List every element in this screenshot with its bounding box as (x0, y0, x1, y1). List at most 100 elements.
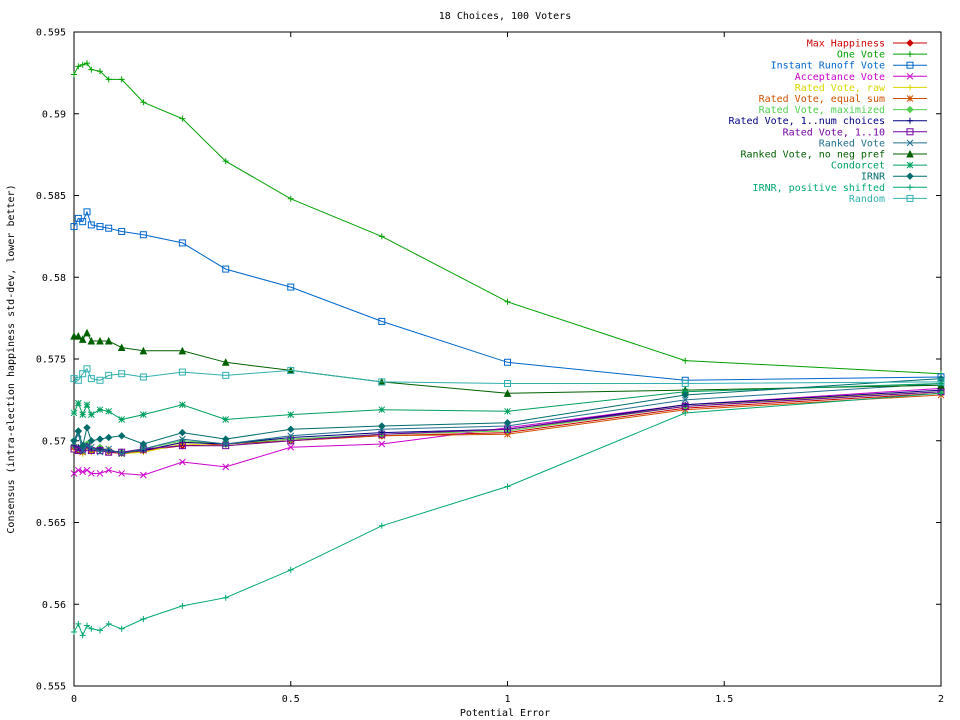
data-point (83, 442, 91, 450)
legend-entry: Rated Vote, raw (795, 83, 927, 94)
legend-marker (906, 128, 914, 136)
data-point (140, 445, 147, 453)
data-point (378, 378, 386, 386)
legend-label: Random (849, 194, 885, 205)
data-point (178, 239, 186, 247)
data-point (83, 401, 91, 409)
data-point (222, 440, 230, 448)
data-point (287, 411, 295, 418)
legend-entry: IRNR, positive shifted (753, 183, 927, 194)
data-point (681, 396, 689, 404)
series-line (73, 392, 942, 637)
legend-marker (907, 84, 913, 91)
legend-label: IRNR (861, 172, 886, 183)
data-point (681, 391, 689, 399)
data-point (287, 425, 295, 434)
legend-entry: Acceptance Vote (795, 72, 927, 83)
data-point (83, 365, 91, 373)
legend-marker (906, 149, 914, 158)
data-point (79, 370, 87, 378)
x-axis: 0 0.5 1 1.5 2 (71, 32, 944, 705)
legend-entry: IRNR (861, 172, 927, 183)
y-tick-label: 0.57 (42, 436, 66, 447)
data-point (96, 406, 104, 414)
data-point (104, 433, 113, 442)
legend-entry: Condorcet (831, 161, 927, 172)
data-point (79, 218, 87, 226)
data-point (222, 158, 229, 165)
legend-label: Instant Runoff Vote (771, 61, 885, 72)
data-point (681, 380, 689, 388)
data-point (96, 376, 104, 384)
data-point (140, 99, 147, 106)
data-point (937, 378, 945, 386)
data-point (71, 629, 77, 636)
data-point (222, 463, 230, 471)
data-point (287, 566, 294, 573)
data-point (87, 437, 96, 445)
data-point (88, 625, 95, 632)
series-2 (70, 208, 945, 384)
x-tick-label: 0 (71, 694, 77, 705)
data-point (87, 221, 95, 229)
data-point (87, 375, 95, 383)
data-point (96, 448, 104, 456)
legend-label: Condorcet (831, 161, 885, 172)
data-point (504, 358, 511, 366)
data-point (74, 427, 83, 435)
data-point (70, 409, 78, 417)
data-point (96, 470, 104, 477)
legend-marker (907, 51, 913, 58)
data-point (682, 409, 689, 416)
data-point (378, 233, 385, 240)
series-layer (70, 60, 945, 639)
data-point (78, 335, 87, 343)
data-point (75, 63, 82, 70)
data-point (118, 76, 125, 83)
data-point (96, 336, 104, 345)
data-point (178, 346, 187, 355)
y-axis: 0.555 0.56 0.565 0.57 0.575 0.58 0.585 0.59 0.59… (36, 28, 941, 693)
data-point (504, 483, 511, 490)
data-point (84, 622, 91, 629)
legend-entry: Rated Vote, equal sum (759, 94, 927, 105)
y-tick-label: 0.56 (42, 600, 66, 611)
data-point (87, 411, 95, 418)
data-point (105, 466, 113, 474)
data-point (378, 317, 386, 325)
legend-label: Max Happiness (807, 39, 885, 50)
data-point (74, 447, 82, 455)
series-3 (70, 385, 945, 479)
data-point (97, 68, 104, 75)
data-point (96, 223, 104, 231)
legend-entry: Instant Runoff Vote (771, 61, 927, 72)
legend-label: Rated Vote, 1..10 (783, 127, 885, 138)
data-point (139, 346, 148, 355)
data-point (222, 265, 230, 273)
legend-marker (906, 194, 914, 202)
data-point (118, 450, 126, 458)
data-point (222, 416, 230, 423)
data-point (105, 407, 113, 415)
data-point (79, 61, 86, 68)
data-point (222, 371, 230, 379)
legend-marker (906, 161, 914, 169)
data-point (378, 406, 386, 414)
series-line (74, 331, 942, 394)
data-point (378, 422, 386, 430)
legend-marker (906, 105, 914, 114)
data-point (83, 423, 91, 432)
data-point (287, 443, 295, 451)
legend-marker (906, 61, 914, 69)
data-point (88, 66, 95, 73)
y-tick-label: 0.58 (42, 273, 66, 284)
legend-entry: Random (849, 194, 927, 205)
series-line (73, 62, 942, 375)
legend-marker (906, 95, 914, 102)
data-point (140, 615, 147, 622)
y-axis-label: Consensus (intra-election happiness std-… (6, 184, 17, 533)
legend-label: Acceptance Vote (795, 72, 885, 83)
data-point (70, 223, 78, 231)
y-tick-label: 0.565 (36, 518, 66, 529)
